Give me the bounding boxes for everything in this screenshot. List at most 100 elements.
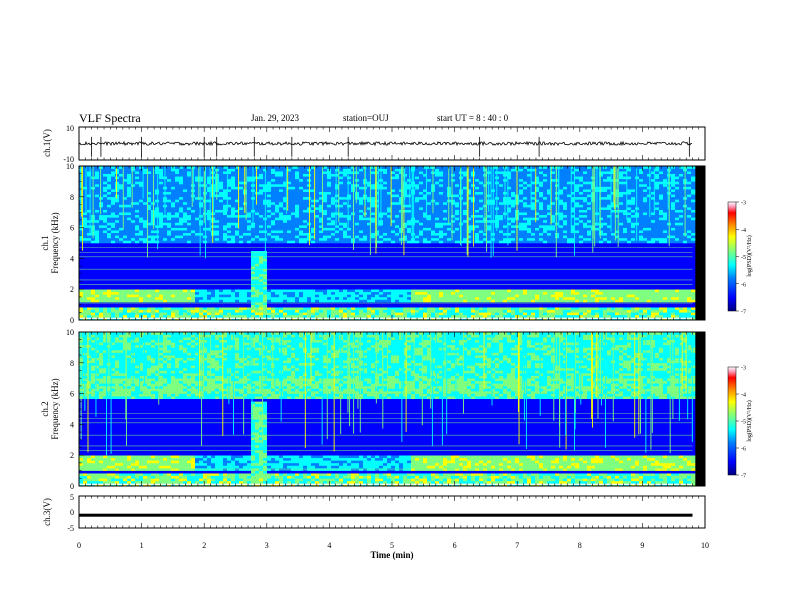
spectrogram-cell bbox=[143, 171, 148, 174]
spectrogram-cell bbox=[299, 222, 304, 226]
spectrogram-cell bbox=[371, 196, 376, 200]
spectrogram-cell bbox=[87, 166, 92, 169]
spectrogram-cell bbox=[379, 258, 384, 262]
spectrogram-cell bbox=[83, 271, 88, 275]
spectrogram-cell bbox=[375, 191, 380, 195]
spectrogram-cell bbox=[339, 314, 344, 318]
spectrogram-cell bbox=[131, 273, 136, 277]
spectrogram-cell bbox=[207, 199, 212, 203]
spectrogram-cell bbox=[147, 168, 152, 172]
spectrogram-cell bbox=[79, 260, 84, 264]
spectrogram-cell bbox=[83, 178, 88, 182]
spectrogram-cell bbox=[143, 258, 148, 262]
spectrogram-cell bbox=[83, 296, 88, 300]
spectrogram-cell bbox=[155, 235, 160, 239]
spectrogram-cell bbox=[183, 307, 188, 311]
spectrogram-cell bbox=[243, 309, 248, 313]
spectrogram-cell bbox=[135, 232, 140, 236]
spectrogram-cell bbox=[119, 286, 124, 290]
spectrogram-cell bbox=[343, 230, 348, 234]
spectrogram-cell bbox=[355, 186, 360, 190]
spectrogram-cell bbox=[323, 207, 328, 210]
spectrogram-cell bbox=[335, 271, 340, 275]
spectrogram-cell bbox=[351, 253, 356, 257]
spectrogram-cell bbox=[163, 314, 168, 318]
spectrogram-cell bbox=[223, 307, 228, 311]
spectrogram-cell bbox=[275, 189, 280, 192]
spectrogram-cell bbox=[171, 227, 176, 231]
spectrogram-cell bbox=[339, 284, 344, 287]
spectrogram-cell bbox=[395, 248, 400, 251]
spectrogram-cell bbox=[247, 194, 252, 198]
spectrogram-cell bbox=[159, 168, 164, 172]
spectrogram-cell bbox=[127, 217, 132, 221]
spectrogram-cell bbox=[271, 178, 276, 182]
spectrogram-cell bbox=[335, 173, 340, 177]
spectrogram-cell bbox=[359, 255, 364, 259]
spectrogram-cell bbox=[139, 186, 144, 190]
spectrogram-cell bbox=[159, 194, 164, 198]
spectrogram-cell bbox=[275, 183, 280, 187]
spectrogram-cell bbox=[83, 294, 88, 298]
spectrogram-cell bbox=[175, 209, 180, 213]
spectrogram-cell bbox=[159, 281, 164, 285]
spectrogram-cell bbox=[103, 304, 108, 308]
spectrogram-cell bbox=[147, 278, 152, 282]
spectrogram-cell bbox=[355, 276, 360, 280]
spectrogram-cell bbox=[119, 255, 124, 259]
waveform-panel-ch1: 10 -10 ch.1(V) bbox=[42, 124, 706, 164]
spectrogram-cell bbox=[371, 204, 376, 208]
spectrogram-cell bbox=[107, 258, 112, 262]
spectrogram-cell bbox=[303, 314, 308, 318]
spectrogram-cell bbox=[159, 260, 164, 264]
spectrogram-cell bbox=[311, 227, 316, 231]
spectrogram-cell bbox=[367, 271, 372, 275]
spectrogram-cell bbox=[327, 299, 332, 303]
spectrogram-cell bbox=[191, 281, 196, 285]
spectrogram-cell bbox=[315, 227, 320, 231]
spectrogram-cell bbox=[247, 284, 252, 287]
spectrogram-cell bbox=[127, 307, 132, 311]
spectrogram-cell bbox=[231, 168, 236, 172]
spectrogram-cell bbox=[311, 294, 316, 298]
spectrogram-cell bbox=[79, 268, 84, 272]
spectrogram-cell bbox=[115, 217, 120, 221]
spectrogram-cell bbox=[267, 168, 272, 172]
spectrogram-cell bbox=[195, 263, 200, 267]
spectrogram-cell bbox=[203, 307, 208, 311]
spectrogram-cell bbox=[255, 199, 260, 203]
spectrogram-cell bbox=[223, 294, 228, 298]
spectrogram-cell bbox=[127, 199, 132, 203]
spectrogram-cell bbox=[351, 307, 356, 311]
spectrogram-cell bbox=[303, 248, 308, 251]
spectrogram-cell bbox=[347, 178, 352, 182]
spectrogram-cell bbox=[199, 291, 204, 295]
spectrogram-cell bbox=[199, 289, 204, 293]
spectrogram-cell bbox=[155, 309, 160, 313]
spectrogram-cell bbox=[359, 266, 364, 269]
spectrogram-cell bbox=[207, 271, 212, 275]
spectrogram-cell bbox=[267, 258, 272, 262]
spectrogram-cell bbox=[319, 232, 324, 236]
spectrogram-cell bbox=[343, 173, 348, 177]
spectrogram-cell bbox=[231, 245, 236, 249]
spectrogram-cell bbox=[139, 194, 144, 198]
spectrogram-cell bbox=[139, 222, 144, 226]
spectrogram-cell bbox=[343, 181, 348, 185]
spectrogram-cell bbox=[331, 263, 336, 267]
spectrogram-cell bbox=[355, 214, 360, 218]
spectrogram-cell bbox=[315, 176, 320, 180]
spectrogram-cell bbox=[307, 309, 312, 313]
spectrogram-cell bbox=[235, 284, 240, 287]
spectrogram-cell bbox=[207, 191, 212, 195]
spectrogram-cell bbox=[239, 284, 244, 287]
spectrogram-cell bbox=[87, 186, 92, 190]
spectrogram-cell bbox=[195, 181, 200, 185]
spectrogram-cell bbox=[199, 263, 204, 267]
spectrogram-cell bbox=[239, 181, 244, 185]
spectrogram-cell bbox=[299, 286, 304, 290]
spectrogram-cell bbox=[83, 194, 88, 198]
spectrogram-cell bbox=[123, 225, 128, 228]
spectrogram-cell bbox=[143, 255, 148, 259]
spectrogram-cell bbox=[159, 199, 164, 203]
